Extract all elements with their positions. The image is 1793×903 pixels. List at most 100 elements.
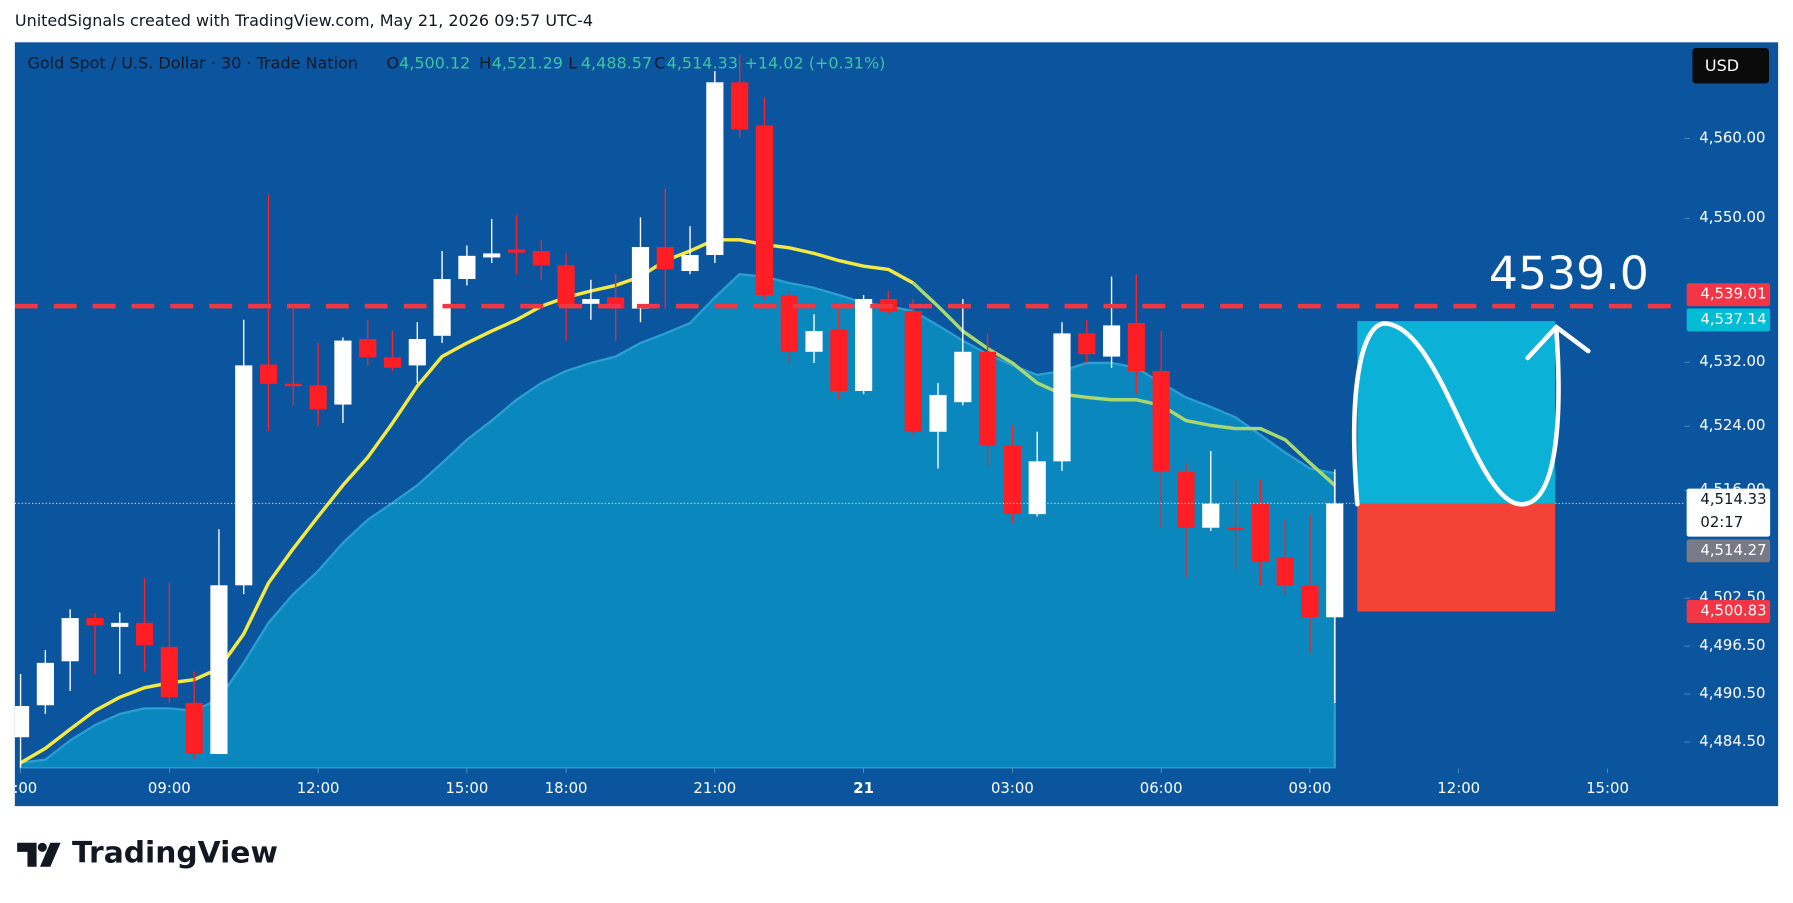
candle-body — [656, 247, 674, 270]
candle-body — [259, 364, 278, 384]
candle-body — [1326, 503, 1344, 618]
price-label-box — [1686, 488, 1771, 537]
candle-body — [458, 255, 476, 280]
currency: USD — [1705, 56, 1739, 75]
y-tick-label: 4,496.50 — [1699, 636, 1765, 654]
candle-body — [1053, 333, 1071, 462]
price-label: 4,514.27 — [1700, 541, 1766, 559]
y-tick-label: 4,484.50 — [1699, 732, 1765, 750]
candle-body — [507, 249, 526, 253]
legend-key: O — [387, 54, 400, 73]
arrow-head — [1525, 323, 1591, 361]
candle-body — [86, 618, 104, 626]
candle-body — [954, 351, 972, 403]
x-tick-label: 15:00 — [1586, 779, 1629, 797]
annotation: 4539.0 — [1489, 247, 1649, 300]
candle-body — [681, 255, 699, 272]
candle-body — [929, 394, 947, 432]
x-tick-label: 12:00 — [297, 779, 340, 797]
legend-key: H — [479, 54, 491, 73]
candle-body — [359, 338, 377, 358]
candle-body — [433, 279, 451, 336]
x-tick-label: 03:00 — [991, 779, 1034, 797]
candle-body — [111, 622, 129, 627]
x-tick-label: 09:00 — [1289, 779, 1332, 797]
candle-body — [532, 251, 550, 266]
candle-body — [160, 646, 178, 698]
candle-body — [36, 662, 54, 706]
credit: UnitedSignals created with TradingView.c… — [15, 11, 593, 30]
y-tick-label: 4,524.00 — [1699, 416, 1765, 434]
candle-body — [607, 297, 625, 309]
candle-body — [334, 340, 352, 405]
price-label-box — [1686, 600, 1771, 623]
candle-body — [1276, 557, 1294, 586]
candle-body — [780, 295, 798, 352]
legend-value: 4,488.57 — [581, 54, 652, 73]
candle-body — [706, 82, 724, 256]
candle-body — [1251, 503, 1269, 563]
price-label: 4,539.01 — [1700, 285, 1766, 303]
candle-body — [284, 383, 302, 387]
symbol-title: Gold Spot / U.S. Dollar · 30 · Trade Nat… — [27, 54, 358, 73]
candle-body — [731, 82, 749, 130]
price-label: 4,537.14 — [1700, 310, 1766, 328]
candle-body — [904, 310, 922, 432]
x-tick-label: 12:00 — [1437, 779, 1480, 797]
legend-key: L — [568, 54, 577, 73]
plot-area — [14, 55, 1685, 769]
candle-body — [855, 299, 873, 391]
candle-body — [1127, 322, 1145, 371]
candle-body — [135, 622, 154, 646]
candle-body — [1226, 527, 1245, 531]
candle-body — [14, 706, 30, 738]
candle-body — [383, 357, 402, 368]
candle-body — [1003, 445, 1021, 515]
overlay: 4539.0 Gold Spot / U.S. Dollar · 30 · Tra… — [4, 48, 1771, 797]
logo: TradingView — [17, 836, 278, 871]
x-tick-label: 18:00 — [545, 779, 588, 797]
legend-value: 4,500.12 — [399, 54, 470, 73]
candle-body — [1078, 333, 1096, 355]
x-tick-label: 06:00 — [1140, 779, 1183, 797]
candle-body — [1028, 461, 1046, 515]
legend-value: 4,514.33 — [667, 54, 738, 73]
candle-body — [582, 299, 600, 304]
candle-body — [1202, 503, 1220, 528]
price-label: 4,514.33 — [1700, 490, 1766, 508]
x-tick-label: 21 — [853, 779, 874, 797]
x-tick-label: 09:00 — [148, 779, 191, 797]
change-label: +14.02 (+0.31%) — [744, 54, 885, 73]
price-label: 4,500.83 — [1700, 601, 1766, 619]
candle-body — [557, 265, 575, 307]
candle-body — [830, 329, 848, 391]
x-tick-label: 15:00 — [445, 779, 488, 797]
x-tick-label: 6:00 — [4, 779, 37, 797]
wave — [1351, 321, 1561, 507]
candle-body — [1152, 370, 1170, 472]
price-label-box — [1686, 308, 1771, 332]
candle-body — [1301, 585, 1319, 618]
y-tick-label: 4,532.00 — [1699, 352, 1765, 370]
candle-body — [235, 365, 253, 586]
candle-body — [1103, 325, 1121, 357]
stop-box — [1357, 503, 1556, 612]
candle-body — [210, 585, 228, 755]
x-tick-label: 21:00 — [693, 779, 736, 797]
area — [19, 273, 1336, 769]
indicator-line — [912, 281, 1336, 487]
candle-body — [755, 125, 774, 296]
candle-body — [309, 385, 327, 410]
y-tick-label: 4,550.00 — [1699, 208, 1765, 226]
currency-box — [1692, 48, 1769, 84]
candle-body — [483, 253, 501, 258]
legend-value: 4,521.29 — [492, 54, 563, 73]
candle-body — [1177, 471, 1195, 528]
candle-body — [61, 618, 79, 662]
candle-body — [408, 338, 426, 366]
candle-body — [979, 351, 997, 446]
candle-body — [805, 330, 823, 352]
brand: TradingView — [72, 836, 278, 871]
